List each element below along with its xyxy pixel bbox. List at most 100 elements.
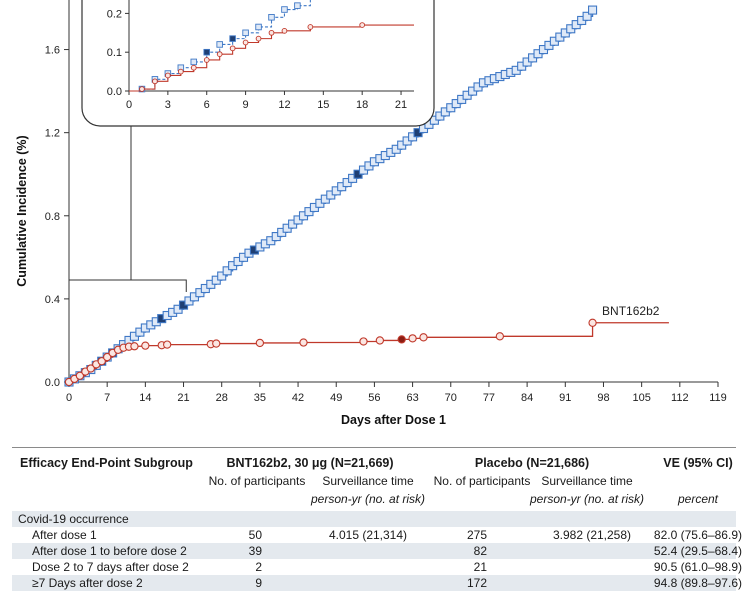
placebo-point <box>222 266 232 276</box>
x-tick-label: 49 <box>330 392 342 404</box>
placebo-point <box>582 11 592 21</box>
vaccine-point <box>375 336 385 345</box>
section-label: Covid-19 occurrence <box>18 512 129 526</box>
x-tick-label: 112 <box>671 392 689 404</box>
inset-placebo-point <box>294 2 301 9</box>
row-ve: 52.4 (29.5–68.4) <box>653 544 742 558</box>
x-tick-label: 21 <box>177 392 189 404</box>
inset-bracket <box>69 279 187 292</box>
row-vaccine-n: 39 <box>248 544 262 558</box>
row-placebo-time: 3.982 (21,258) <box>552 528 632 542</box>
inset-panel <box>81 0 435 127</box>
x-tick-label: 70 <box>445 392 457 404</box>
inset-placebo-point <box>255 23 262 31</box>
row-vaccine-n: 2 <box>255 560 262 574</box>
x-tick-label: 84 <box>521 392 533 404</box>
y-tick-label: 0.8 <box>45 211 60 223</box>
inset-vaccine-point <box>242 39 249 46</box>
x-tick-label: 35 <box>254 392 266 404</box>
x-tick-label: 42 <box>292 392 304 404</box>
inset-vaccine-point <box>152 78 158 85</box>
y-tick-label: 1.6 <box>45 45 60 57</box>
row-vaccine-time: 4.015 (21,314) <box>328 528 408 542</box>
inset-vaccine-point <box>216 51 223 57</box>
row-vaccine-n: 9 <box>255 576 262 590</box>
y-axis-label: Cumulative Incidence (%) <box>15 135 29 286</box>
inset-vaccine-point <box>255 35 262 42</box>
inset-x-tick-label: 3 <box>165 99 171 111</box>
inset-vaccine-point <box>359 22 366 28</box>
vaccine-point <box>75 371 85 380</box>
vaccine-point <box>103 352 112 362</box>
inset-placebo-point <box>190 58 198 66</box>
header-vaccine: BNT162b2, 30 μg (N=21,669) <box>226 456 394 470</box>
inset-x-tick-label: 12 <box>278 99 290 111</box>
row-placebo-n: 82 <box>473 544 487 558</box>
header-subgroup: Efficacy End-Point Subgroup <box>20 456 193 470</box>
y-tick-label: 1.2 <box>45 128 60 140</box>
x-tick-label: 91 <box>559 392 571 404</box>
x-tick-label: 14 <box>139 392 151 404</box>
placebo-point <box>588 5 598 15</box>
section-row: Covid-19 occurrence <box>12 511 736 527</box>
header-placebo: Placebo (N=21,686) <box>474 456 590 470</box>
x-tick-label: 7 <box>104 392 110 404</box>
sub-vaccine-surveillance: Surveillance time <box>322 474 414 488</box>
sub-placebo-surveillance: Surveillance time <box>541 474 633 488</box>
vaccine-point <box>408 334 417 343</box>
row-label: ≥7 Days after dose 2 <box>32 576 143 590</box>
vaccine-point <box>495 332 504 341</box>
x-tick-label: 119 <box>709 392 727 404</box>
inset-vaccine-point <box>165 72 171 79</box>
sub-percent: percent <box>677 492 719 506</box>
inset-x-tick-label: 6 <box>204 99 210 111</box>
inset-x-tick-label: 0 <box>126 99 132 111</box>
inset-y-tick-label: 0.1 <box>107 47 122 59</box>
inset-placebo-point <box>242 29 249 37</box>
table-row: After dose 1 to before dose 2 39 82 52.4… <box>12 543 742 559</box>
sub-placebo-participants: No. of participants <box>433 474 531 488</box>
vaccine-point <box>212 339 221 348</box>
table-row: ≥7 Days after dose 2 9 172 94.8 (89.8–97… <box>12 575 742 591</box>
row-vaccine-n: 50 <box>248 528 262 542</box>
row-ve: 90.5 (61.0–98.9) <box>653 560 742 574</box>
vaccine-point <box>97 357 106 366</box>
row-placebo-n: 172 <box>466 576 487 590</box>
table-row: Dose 2 to 7 days after dose 2 2 21 90.5 … <box>12 559 742 575</box>
inset-x-tick-label: 9 <box>243 99 249 111</box>
inset-y-tick-label: 0.0 <box>107 86 122 98</box>
row-ve: 82.0 (75.6–86.9) <box>653 528 742 542</box>
sub-vaccine-personyr: person-yr (no. at risk) <box>310 492 426 506</box>
inset-placebo-point <box>268 14 275 21</box>
inset-x-tick-label: 15 <box>317 99 329 111</box>
x-tick-label: 77 <box>483 392 495 404</box>
inset-y-tick-label: 0.2 <box>107 8 122 20</box>
vaccine-point <box>130 342 139 351</box>
inset-placebo-point <box>203 48 210 56</box>
inset-placebo-point <box>216 41 223 48</box>
vaccine-point <box>255 338 265 348</box>
row-label: After dose 1 to before dose 2 <box>32 544 187 558</box>
vaccine-line <box>69 322 669 383</box>
sub-placebo-personyr: person-yr (no. at risk) <box>529 492 645 506</box>
inset-vaccine-point <box>268 29 275 36</box>
y-tick-label: 0.0 <box>45 377 60 389</box>
inset-vaccine-point <box>177 68 184 75</box>
inset-placebo-point <box>229 35 236 42</box>
incidence-chart: 0 7 14 21 28 35 42 49 56 63 70 77 84 91 98 105 112 1190.0… <box>15 0 727 427</box>
vaccine-point <box>588 318 597 327</box>
x-tick-label: 0 <box>66 392 72 404</box>
row-label: Dose 2 to 7 days after dose 2 <box>32 560 189 574</box>
x-tick-label: 98 <box>597 392 609 404</box>
row-placebo-n: 275 <box>466 528 487 542</box>
efficacy-table: Efficacy End-Point Subgroup BNT162b2, 30… <box>12 447 742 591</box>
table-row: After dose 1 50 4.015 (21,314) 275 3.982… <box>12 527 742 543</box>
placebo-point <box>217 271 227 281</box>
inset-vaccine-point <box>281 28 288 34</box>
row-placebo-n: 21 <box>473 560 487 574</box>
inset-vaccine-point <box>307 24 314 30</box>
inset-vaccine-line <box>129 24 414 92</box>
inset-x-tick-label: 21 <box>395 99 407 111</box>
x-tick-label: 63 <box>406 392 418 404</box>
vaccine-point <box>359 337 368 346</box>
